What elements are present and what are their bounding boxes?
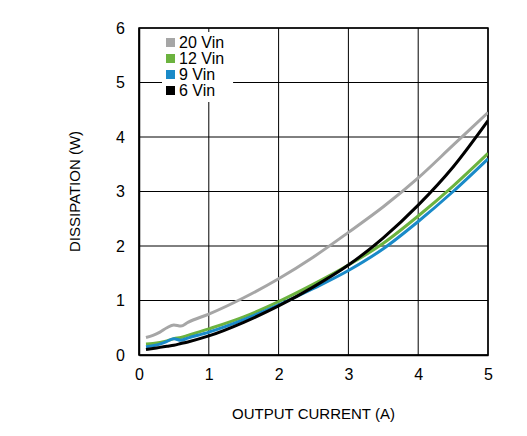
x-axis-line [140,355,489,357]
x-tick-label: 1 [205,366,214,383]
y-tick: 2 [116,238,139,255]
y-tick: 5 [116,74,139,91]
grid-line-y [139,246,488,247]
grid [139,28,488,355]
y-tick: 0 [116,347,139,364]
legend-label: 6 Vin [179,82,215,99]
y-axis: 0 1 2 3 4 5 6 [116,20,139,364]
plot: 0 1 2 3 4 5 0 1 2 3 4 5 6 20 Vin12 Vin9 Vin6 Vin [116,20,493,384]
x-tick-label: 0 [135,366,144,383]
x-tick: 3 [344,355,353,383]
x-tick-label: 5 [484,366,493,383]
legend: 20 Vin12 Vin9 Vin6 Vin [162,32,233,102]
x-tick-label: 4 [414,366,423,383]
y-tick-label: 6 [116,20,125,37]
y-axis-line [139,29,141,356]
x-axis: 0 1 2 3 4 5 [135,355,493,383]
legend-label: 12 Vin [179,50,224,67]
y-tick-label: 5 [116,74,125,91]
legend-swatch [166,38,175,47]
legend-background [162,32,233,102]
y-axis-title: DISSIPATION (W) [66,131,83,252]
chart: 0 1 2 3 4 5 0 1 2 3 4 5 6 20 Vin12 Vin9 Vin6 Vin OUTPU… [0,0,527,436]
x-tick: 5 [484,355,493,383]
legend-label: 20 Vin [179,34,224,51]
x-tick: 2 [275,355,284,383]
series-line [146,153,488,344]
x-tick: 1 [205,355,214,383]
y-tick: 3 [116,183,139,200]
grid-line-y [139,300,488,301]
y-tick: 4 [116,129,139,146]
x-tick: 0 [135,355,144,383]
legend-label: 9 Vin [179,66,215,83]
x-tick-label: 2 [275,366,284,383]
grid-line-y [139,137,488,138]
x-tick: 4 [414,355,423,383]
legend-swatch [166,70,175,79]
plot-frame [139,28,488,355]
y-tick-label: 0 [116,347,125,364]
series-line [146,112,488,337]
series-lines [146,112,488,349]
grid-line-y [139,191,488,192]
x-axis-title: OUTPUT CURRENT (A) [232,405,395,422]
x-tick-label: 3 [344,366,353,383]
y-tick: 1 [116,292,139,309]
y-tick-label: 3 [116,183,125,200]
series-line [146,121,488,350]
y-tick: 6 [116,20,139,37]
y-tick-label: 4 [116,129,125,146]
legend-swatch [166,54,175,63]
legend-swatch [166,86,175,95]
y-tick-label: 1 [116,292,125,309]
y-tick-label: 2 [116,238,125,255]
